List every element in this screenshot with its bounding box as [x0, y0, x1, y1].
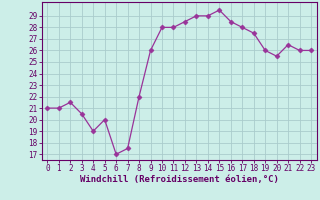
X-axis label: Windchill (Refroidissement éolien,°C): Windchill (Refroidissement éolien,°C) — [80, 175, 279, 184]
